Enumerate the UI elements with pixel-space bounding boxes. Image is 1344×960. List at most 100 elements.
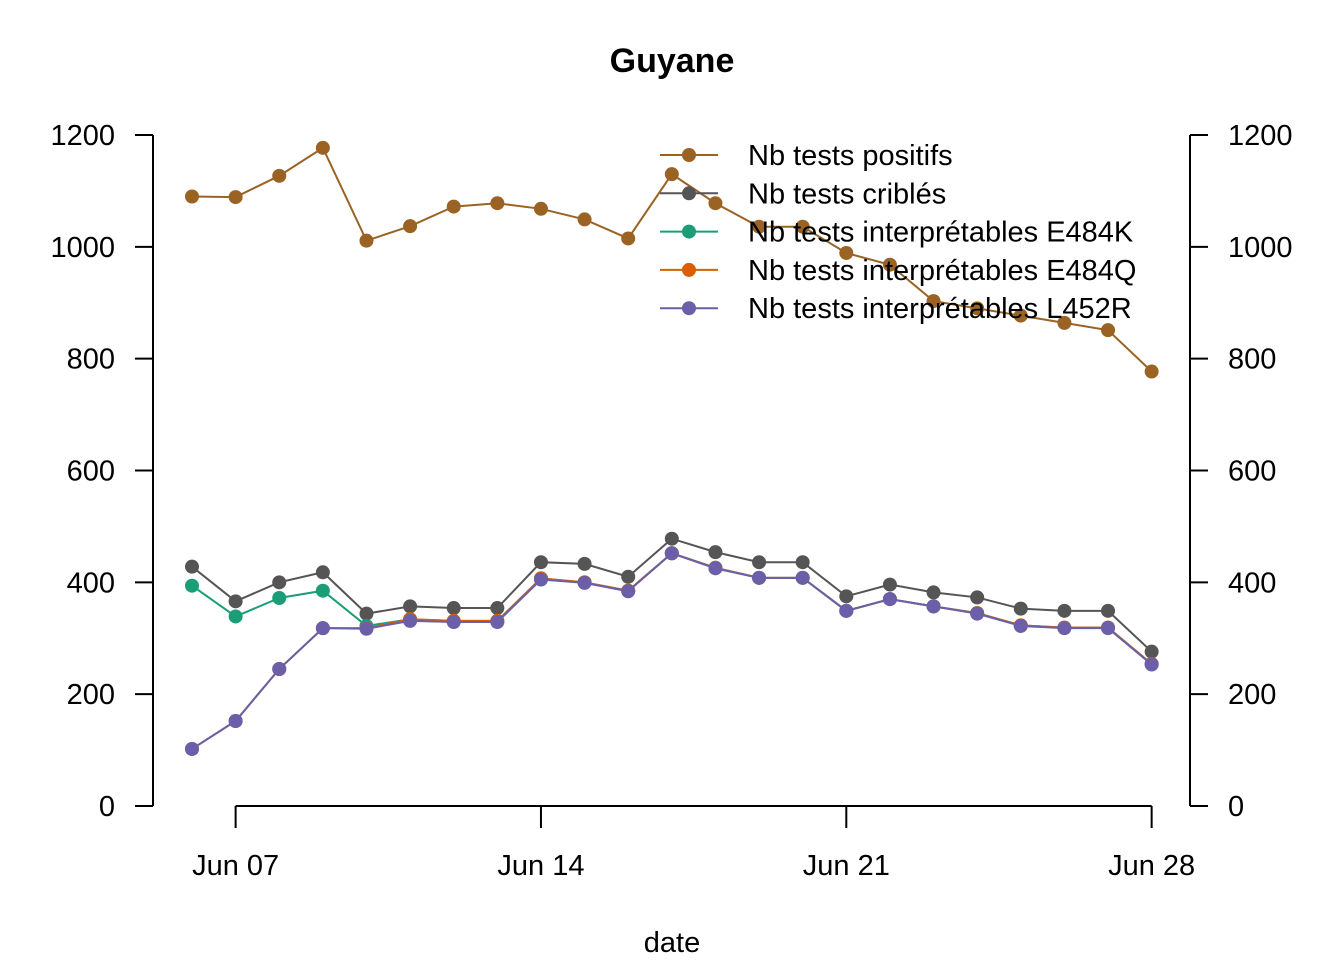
data-point (621, 231, 636, 246)
data-point (185, 741, 199, 756)
series-1 (185, 140, 1159, 379)
legend-marker (682, 262, 696, 277)
data-point (664, 167, 679, 182)
data-point (1013, 308, 1028, 323)
data-point (882, 592, 897, 607)
legend-marker (682, 224, 696, 239)
data-point (621, 569, 636, 584)
data-point (490, 615, 505, 630)
data-point (315, 583, 330, 598)
data-point (446, 199, 461, 214)
data-point (490, 601, 505, 616)
data-point (795, 555, 810, 570)
data-point (970, 606, 985, 621)
data-point (272, 575, 287, 590)
data-point (185, 559, 199, 574)
legend-label: Nb tests interprétables L452R (748, 293, 1132, 325)
legend-label: Nb tests interprétables E484K (748, 217, 1134, 249)
x-axis-tick-label: Jun 21 (803, 850, 890, 882)
data-point (882, 257, 897, 272)
legend-item: Nb tests interprétables E484Q (660, 255, 1136, 287)
data-point (577, 212, 592, 227)
y-axis-right-tick-label: 400 (1228, 567, 1276, 599)
data-point (664, 546, 679, 561)
series-line (191, 552, 1153, 750)
data-point (1101, 323, 1116, 338)
data-point (926, 585, 941, 600)
data-point (664, 531, 679, 546)
legend-item: Nb tests criblés (660, 178, 946, 210)
data-point (359, 606, 374, 621)
y-axis-right-tick-label: 200 (1228, 679, 1276, 711)
data-point (185, 578, 199, 593)
data-point (708, 561, 723, 576)
series-2 (185, 531, 1159, 659)
y-axis-right-tick-label: 600 (1228, 456, 1276, 488)
data-point (1057, 603, 1072, 618)
series-line (191, 552, 1153, 750)
data-point (1144, 364, 1159, 379)
series-layer (185, 140, 1159, 756)
series-4 (185, 546, 1159, 756)
data-point (228, 190, 243, 205)
legend-label: Nb tests criblés (748, 178, 946, 210)
legend-label: Nb tests positifs (748, 140, 953, 172)
data-point (708, 545, 723, 560)
data-point (228, 714, 243, 729)
legend-marker (682, 301, 696, 316)
data-point (359, 233, 374, 248)
data-point (185, 189, 199, 204)
data-point (533, 572, 548, 587)
y-axis-left-tick-label: 0 (99, 791, 115, 823)
data-point (839, 589, 854, 604)
data-point (315, 565, 330, 580)
chart-title: Guyane (610, 42, 735, 80)
data-point (708, 196, 723, 211)
y-axis-left-tick-label: 800 (67, 344, 115, 376)
data-point (228, 594, 243, 609)
data-point (970, 590, 985, 605)
legend-item: Nb tests interprétables E484K (660, 217, 1134, 249)
data-point (446, 601, 461, 616)
data-point (839, 245, 854, 260)
data-point (752, 555, 767, 570)
data-point (752, 219, 767, 234)
x-axis-tick-label: Jun 14 (497, 850, 584, 882)
data-point (1057, 315, 1072, 330)
y-axis-right-tick-label: 1200 (1228, 120, 1293, 152)
data-point (926, 294, 941, 309)
legend-item: Nb tests positifs (660, 140, 953, 172)
data-point (272, 662, 287, 677)
data-point (1013, 601, 1028, 616)
data-point (795, 219, 810, 234)
legend: Nb tests positifs Nb tests criblés Nb test… (660, 140, 1136, 325)
data-point (926, 599, 941, 614)
data-point (1101, 621, 1116, 636)
data-point (272, 590, 287, 605)
data-point (1144, 644, 1159, 659)
data-point (403, 219, 418, 234)
y-axis-right-tick-label: 1000 (1228, 232, 1293, 264)
data-point (1013, 618, 1028, 633)
data-point (1101, 603, 1116, 618)
data-point (577, 556, 592, 571)
data-point (970, 301, 985, 316)
data-point (403, 599, 418, 614)
data-point (839, 603, 854, 618)
series-3 (185, 546, 1159, 671)
data-point (795, 570, 810, 585)
data-point (315, 140, 330, 155)
data-point (533, 555, 548, 570)
y-axis-right-tick-label: 800 (1228, 344, 1276, 376)
y-axis-left-tick-label: 1000 (50, 232, 115, 264)
data-point (446, 615, 461, 630)
data-point (272, 168, 287, 183)
y-axis-left-tick-label: 200 (67, 679, 115, 711)
y-axis-left-tick-label: 400 (67, 567, 115, 599)
data-point (228, 609, 243, 624)
data-point (882, 577, 897, 592)
data-point (1057, 621, 1072, 636)
y-axis-right-tick-label: 0 (1228, 791, 1244, 823)
data-point (490, 196, 505, 211)
